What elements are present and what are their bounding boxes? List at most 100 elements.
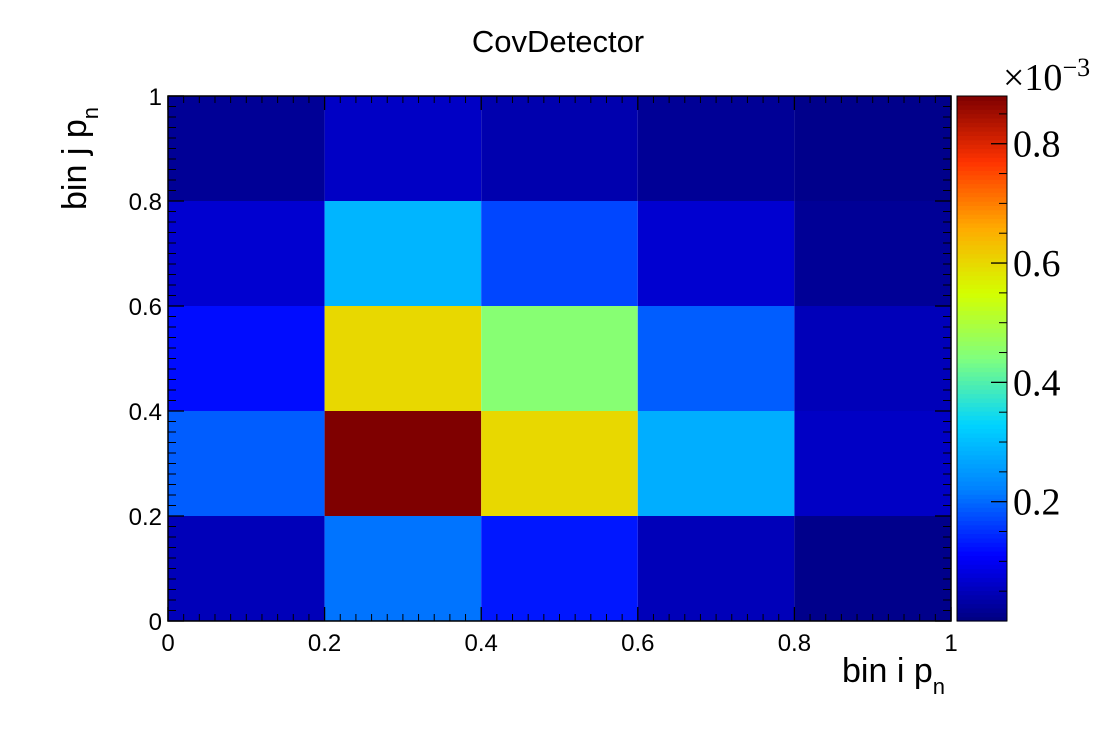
color-scale-band <box>957 240 1007 246</box>
heatmap-cell-4-0 <box>794 516 951 621</box>
color-scale-band <box>957 467 1007 473</box>
y-tick-label: 0.6 <box>129 294 162 321</box>
color-scale-band <box>957 139 1007 145</box>
z-tick-label: 0.8 <box>1013 124 1061 166</box>
color-scale-band <box>957 279 1007 285</box>
z-tick-label: 0.6 <box>1013 243 1061 285</box>
color-scale-band <box>957 362 1007 368</box>
color-scale-band <box>957 131 1007 136</box>
color-scale-band <box>957 179 1007 185</box>
color-scale-band <box>957 306 1007 311</box>
color-scale-band <box>957 319 1007 325</box>
color-scale-band <box>957 481 1007 486</box>
color-scale-band <box>957 568 1007 574</box>
color-scale-band <box>957 542 1007 548</box>
color-scale-band <box>957 104 1007 110</box>
color-scale-band <box>957 126 1007 132</box>
color-scale-band <box>957 209 1007 215</box>
heatmap-cell-1-4 <box>324 96 482 201</box>
color-scale-band <box>957 586 1007 591</box>
color-scale-band <box>957 511 1007 517</box>
color-scale-band <box>957 376 1007 381</box>
y-axis: 0 0.2 0.4 0.6 0.8 1 <box>129 84 951 636</box>
color-scale-band <box>957 201 1007 206</box>
color-scale-band <box>957 310 1007 316</box>
x-tick-label: 0 <box>161 630 174 657</box>
x-tick-label: 0.2 <box>308 630 341 657</box>
color-scale-band <box>957 327 1007 333</box>
color-scale-band <box>957 284 1007 290</box>
color-scale-band <box>957 389 1007 395</box>
color-scale-band <box>957 472 1007 478</box>
color-scale-band <box>957 332 1007 338</box>
color-scale-band <box>957 581 1007 587</box>
color-scale-band <box>957 402 1007 408</box>
heatmap-cells <box>168 96 951 621</box>
color-scale-band <box>957 437 1007 443</box>
x-axis-label: bin i pn <box>842 652 945 699</box>
color-scale-band <box>957 257 1007 263</box>
color-scale-band <box>957 244 1007 250</box>
color-scale-band <box>957 612 1007 618</box>
color-scale-band <box>957 341 1007 346</box>
color-scale-band <box>957 222 1007 228</box>
color-scale-band <box>957 113 1007 119</box>
x-axis-label-sub: n <box>933 674 945 699</box>
heatmap-cell-4-2 <box>794 306 951 411</box>
heatmap-cell-0-4 <box>168 96 325 201</box>
color-scale-band <box>957 275 1007 281</box>
color-scale-band <box>957 529 1007 535</box>
color-scale-band <box>957 502 1007 508</box>
color-scale-band <box>957 380 1007 386</box>
y-tick-label: 0 <box>149 609 162 636</box>
color-scale-band <box>957 577 1007 583</box>
color-scale-band <box>957 187 1007 193</box>
x-tick-label: 0.4 <box>465 630 498 657</box>
y-tick-label: 0.8 <box>129 189 162 216</box>
color-scale-band <box>957 489 1007 495</box>
color-scale-band <box>957 446 1007 451</box>
color-scale-band <box>957 166 1007 171</box>
heatmap-cell-0-2 <box>168 306 325 411</box>
color-scale-band <box>957 288 1007 294</box>
y-tick-label: 0.2 <box>129 504 162 531</box>
color-scale-band <box>957 314 1007 320</box>
color-scale-band <box>957 345 1007 351</box>
color-scale-band <box>957 498 1007 504</box>
color-scale-band <box>957 607 1007 613</box>
color-scale-band <box>957 415 1007 421</box>
color-scale-band <box>957 428 1007 434</box>
heatmap-cell-2-4 <box>481 96 638 201</box>
color-scale-band <box>957 218 1007 224</box>
heatmap-cell-1-0 <box>324 516 482 621</box>
color-scale-band <box>957 476 1007 482</box>
heatmap-cell-2-2 <box>481 306 638 411</box>
x-axis: 0 0.2 0.4 0.6 0.8 1 <box>161 96 958 657</box>
heatmap-cell-3-1 <box>637 411 795 516</box>
heatmap-cell-2-3 <box>481 201 638 306</box>
color-scale-band <box>957 271 1007 276</box>
color-scale-band <box>957 564 1007 570</box>
color-scale-band <box>957 524 1007 530</box>
x-tick-label: 1 <box>944 630 957 657</box>
heatmap-cell-3-2 <box>637 306 795 411</box>
heatmap-cell-4-4 <box>794 96 951 201</box>
color-scale-band <box>957 157 1007 163</box>
color-scale-band <box>957 616 1007 622</box>
z-tick-label: 0.2 <box>1013 482 1061 524</box>
color-scale-multiplier-base: ×10 <box>1003 57 1062 99</box>
color-scale-band <box>957 507 1007 513</box>
color-scale-band <box>957 546 1007 552</box>
color-scale-band <box>957 205 1007 211</box>
color-scale-band <box>957 463 1007 469</box>
heatmap-cell-0-0 <box>168 516 325 621</box>
color-scale-band <box>957 236 1007 241</box>
color-scale-band <box>957 559 1007 565</box>
color-scale-band <box>957 454 1007 460</box>
color-scale-frame <box>956 95 1008 622</box>
heatmap-cell-2-1 <box>481 411 638 516</box>
heatmap-cell-1-2 <box>324 306 482 411</box>
color-scale-band <box>957 424 1007 430</box>
